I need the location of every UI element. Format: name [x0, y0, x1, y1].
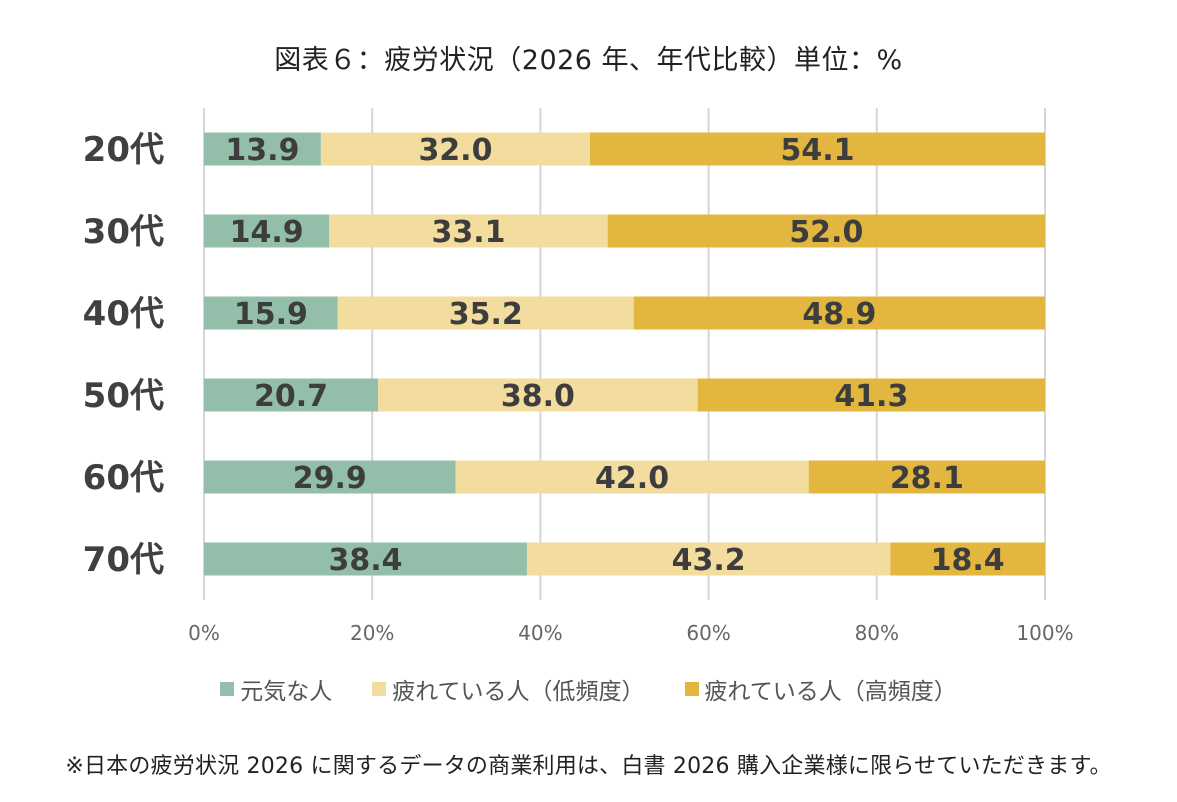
data-label: 52.0 — [789, 215, 863, 250]
bar-segment — [526, 542, 891, 576]
chart-legend: 元気な人 疲れている人（低頻度） 疲れている人（高頻度） — [0, 672, 1177, 706]
bar-segment — [204, 378, 379, 412]
category-label: 40代 — [83, 294, 164, 334]
bar-segment — [204, 214, 330, 248]
x-tick-label: 80% — [855, 621, 899, 645]
legend-item-genki: 元気な人 — [220, 672, 332, 706]
bar-segment — [337, 296, 634, 330]
category-label: 50代 — [83, 376, 164, 416]
category-label: 20代 — [83, 130, 164, 170]
data-label: 42.0 — [595, 461, 669, 496]
category-label: 70代 — [83, 540, 164, 580]
data-label: 28.1 — [890, 461, 964, 496]
bar-segment — [455, 460, 809, 494]
data-label: 15.9 — [234, 297, 308, 332]
x-tick-label: 60% — [686, 621, 730, 645]
category-label: 30代 — [83, 212, 164, 252]
chart-title: 図表６：疲労状況（2026 年、年代比較）単位：% — [274, 45, 903, 76]
data-label: 38.4 — [328, 543, 402, 578]
bar-segment — [808, 460, 1045, 494]
x-tick-label: 100% — [1016, 621, 1073, 645]
category-label: 60代 — [83, 458, 164, 498]
bar-segment — [204, 542, 527, 576]
data-label: 14.9 — [230, 215, 304, 250]
legend-item-tired-high: 疲れている人（高頻度） — [684, 672, 957, 706]
bar-segment — [204, 460, 456, 494]
data-label: 54.1 — [780, 133, 854, 168]
data-label: 43.2 — [672, 543, 746, 578]
bar-segment — [204, 296, 338, 330]
data-label: 35.2 — [449, 297, 523, 332]
legend-label-genki: 元気な人 — [240, 679, 333, 705]
data-label: 33.1 — [431, 215, 505, 250]
legend-item-tired-low: 疲れている人（低頻度） — [372, 672, 645, 706]
legend-label-tired-high: 疲れている人（高頻度） — [704, 679, 957, 705]
bar-segment — [697, 378, 1045, 412]
data-label: 48.9 — [802, 297, 876, 332]
bar-segment — [607, 214, 1045, 248]
bar-segment — [890, 542, 1045, 576]
x-tick-label: 20% — [350, 621, 394, 645]
bar-segment — [378, 378, 698, 412]
bar-segment — [320, 132, 591, 166]
bar-segment — [204, 132, 321, 166]
data-label: 18.4 — [931, 543, 1005, 578]
legend-swatch-tired-high — [684, 682, 699, 696]
data-label: 13.9 — [225, 133, 299, 168]
bar-segment — [329, 214, 608, 248]
legend-swatch-tired-low — [372, 682, 387, 696]
data-label: 41.3 — [834, 379, 908, 414]
data-label: 20.7 — [254, 379, 328, 414]
bar-segment — [633, 296, 1045, 330]
footnote: ※日本の疲労状況 2026 に関するデータの商業利用は、白書 2026 購入企業… — [65, 754, 1112, 779]
x-tick-label: 40% — [518, 621, 562, 645]
data-label: 38.0 — [501, 379, 575, 414]
data-label: 32.0 — [418, 133, 492, 168]
x-tick-label: 0% — [188, 621, 220, 645]
data-label: 29.9 — [293, 461, 367, 496]
bar-segment — [590, 132, 1045, 166]
legend-label-tired-low: 疲れている人（低頻度） — [392, 679, 645, 705]
legend-swatch-genki — [220, 682, 235, 696]
